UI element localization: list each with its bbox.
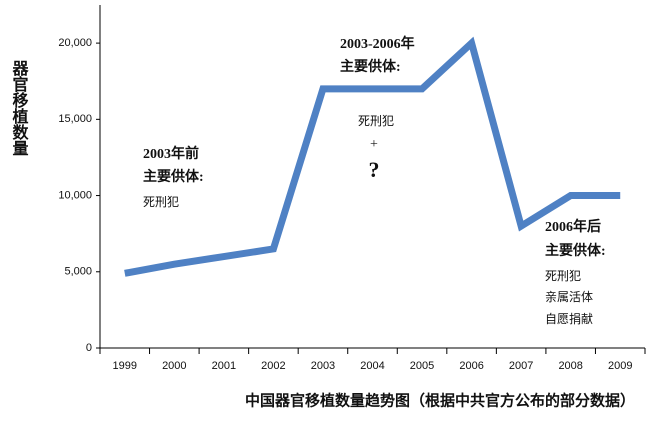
x-tick-label: 2008 — [558, 360, 582, 372]
x-tick-label: 2009 — [608, 360, 632, 372]
x-tick-label: 2002 — [261, 360, 285, 372]
x-tick-label: 2006 — [459, 360, 483, 372]
y-tick-label: 15,000 — [58, 113, 92, 125]
x-tick-label: 2000 — [162, 360, 186, 372]
annotation-item: 自愿捐献 — [545, 311, 593, 326]
annotation-item: ? — [369, 157, 380, 182]
y-tick-label: 10,000 — [58, 189, 92, 201]
annotation-item: 死刑犯 — [358, 114, 394, 128]
y-tick-label: 20,000 — [58, 37, 92, 49]
annotation-title: 2006年后 — [545, 218, 601, 235]
x-axis-title: 中国器官移植数量趋势图（根据中共官方公布的部分数据） — [245, 391, 635, 409]
x-tick-label: 2004 — [360, 360, 384, 372]
annotation-subtitle: 主要供体: — [143, 168, 204, 185]
x-tick-label: 2005 — [410, 360, 434, 372]
y-tick-label: 5,000 — [64, 266, 92, 278]
x-tick-label: 2003 — [311, 360, 335, 372]
y-tick-label: 0 — [86, 342, 92, 354]
annotation-subtitle: 主要供体: — [340, 58, 401, 75]
annotation-item: + — [370, 137, 378, 152]
y-axis-title: 器官移植数量 — [10, 60, 30, 156]
annotation-subtitle: 主要供体: — [545, 242, 606, 259]
annotation-title: 2003年前 — [143, 145, 199, 162]
annotation-item: 死刑犯 — [545, 269, 581, 283]
x-tick-label: 2001 — [212, 360, 236, 372]
annotation-item: 亲属活体 — [545, 290, 593, 304]
annotation-title: 2003-2006年 — [340, 35, 415, 52]
annotation-item: 死刑犯 — [143, 195, 179, 209]
x-tick-label: 1999 — [113, 360, 137, 372]
x-tick-label: 2007 — [509, 360, 533, 372]
data-line — [124, 36, 621, 277]
